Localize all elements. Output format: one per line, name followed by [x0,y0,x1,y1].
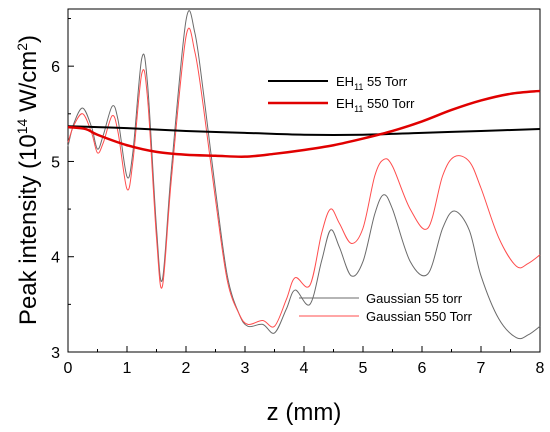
series-line-gaussian-550-torr [67,27,541,328]
y-axis-ticks: 3 4 5 6 [51,18,74,362]
legend-label-eh11-550: EH11 550 Torr [336,96,415,114]
x-tick-label: 0 [64,360,73,377]
y-tick-label: 6 [51,59,60,76]
y-tick-label: 4 [51,250,60,267]
series-line-eh11-55-torr [67,125,541,137]
x-tick-label: 4 [300,360,309,377]
y-axis-title: Peak intensity (1014 W/cm2) [14,35,42,325]
y-tick-label: 5 [51,154,60,171]
legend-label-gaussian-55: Gaussian 55 torr [366,291,463,306]
series-layer [67,10,541,340]
x-tick-label: 3 [241,360,250,377]
x-tick-label: 1 [123,360,132,377]
legend-bottom: Gaussian 55 torr Gaussian 550 Torr [299,291,473,324]
x-tick-label: 5 [359,360,368,377]
y-tick-label: 3 [51,345,60,362]
legend-top: EH11 55 Torr EH11 550 Torr [268,74,415,114]
x-tick-label: 6 [418,360,427,377]
x-tick-label: 2 [182,360,191,377]
series-line-eh11-550-torr [67,89,541,158]
x-axis-ticks: 0 1 2 3 4 5 6 7 8 [64,346,545,377]
x-tick-label: 7 [477,360,486,377]
legend-label-gaussian-550: Gaussian 550 Torr [366,309,473,324]
x-axis-title: z (mm) [267,399,342,426]
series-line-gaussian-55-torr [67,10,541,340]
x-tick-label: 8 [536,360,545,377]
legend-label-eh11-55: EH11 55 Torr [336,74,408,92]
